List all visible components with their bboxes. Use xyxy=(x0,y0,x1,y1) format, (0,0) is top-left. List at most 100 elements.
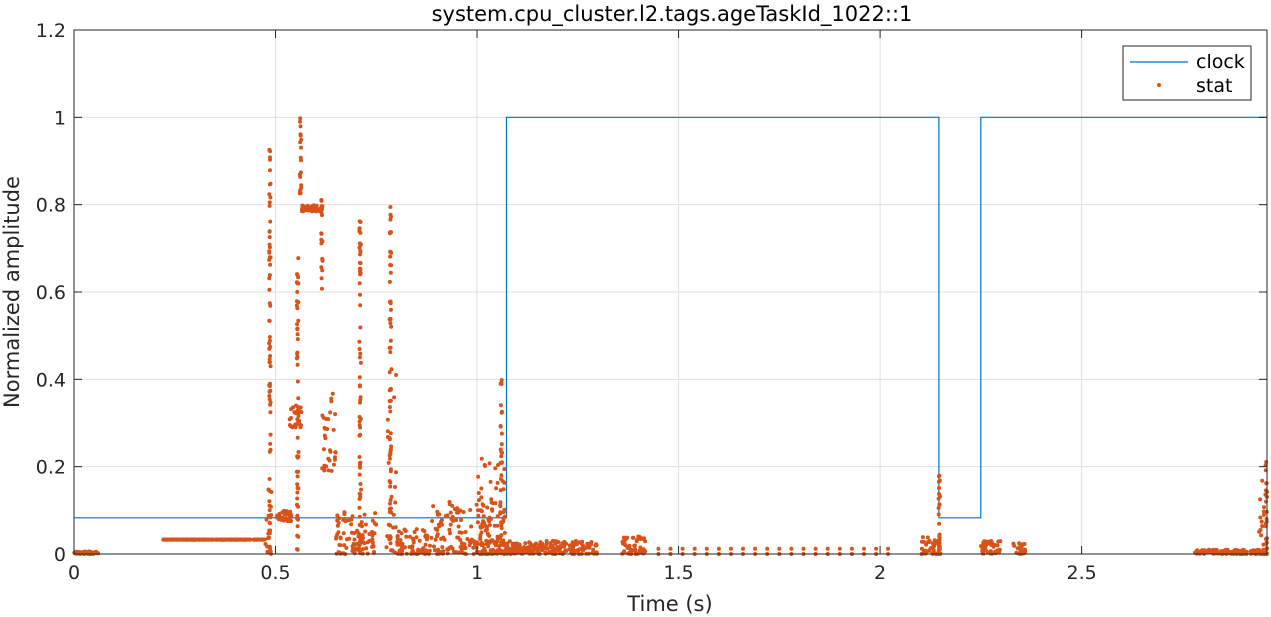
stat-point xyxy=(388,212,393,217)
stat-point xyxy=(298,140,303,145)
stat-point xyxy=(387,370,392,375)
stat-point xyxy=(471,545,476,550)
y-axis: 0 0.2 0.4 0.6 0.8 1 1.2 xyxy=(36,20,1267,566)
stat-point xyxy=(422,529,427,534)
stat-point xyxy=(268,528,273,533)
stat-point xyxy=(476,491,481,495)
stat-point xyxy=(364,546,369,551)
stat-point xyxy=(352,551,357,556)
stat-point xyxy=(388,498,393,502)
stat-point xyxy=(331,427,336,432)
stat-point xyxy=(295,362,300,367)
stat-point xyxy=(267,508,272,513)
stat-point xyxy=(333,412,338,417)
stat-point xyxy=(294,299,299,304)
stat-point xyxy=(267,357,272,362)
stat-point xyxy=(388,386,393,391)
stat-point xyxy=(1258,497,1263,502)
stat-point xyxy=(414,527,419,532)
stat-point xyxy=(388,523,393,528)
stat-point xyxy=(412,530,417,534)
stat-point xyxy=(268,364,273,369)
stat-point xyxy=(469,524,474,529)
stat-point xyxy=(296,469,301,474)
stat-point xyxy=(367,532,372,536)
stat-point xyxy=(268,388,273,393)
stat-point xyxy=(296,318,301,323)
stat-point xyxy=(394,470,398,475)
stat-point xyxy=(456,510,461,515)
stat-point xyxy=(268,402,273,407)
stat-point xyxy=(680,546,685,551)
stat-point xyxy=(357,226,362,231)
stat-point xyxy=(357,497,362,501)
stat-point xyxy=(459,541,464,546)
stat-point xyxy=(460,550,464,555)
stat-point xyxy=(1022,542,1027,546)
stat-point xyxy=(267,318,272,323)
stat-point xyxy=(490,507,494,512)
stat-point xyxy=(498,504,503,509)
stat-point xyxy=(354,541,359,546)
stat-point xyxy=(468,508,473,512)
stat-point xyxy=(353,547,358,552)
stat-point xyxy=(458,545,463,549)
clock-series xyxy=(74,116,1267,519)
stat-point xyxy=(491,547,495,552)
stat-point xyxy=(393,500,398,505)
stat-point xyxy=(499,533,504,538)
stat-point xyxy=(298,191,303,196)
stat-point xyxy=(298,124,303,129)
stat-point xyxy=(358,249,363,254)
stat-point xyxy=(499,431,504,436)
stat-point xyxy=(287,423,292,427)
stat-point xyxy=(358,325,363,330)
stat-point xyxy=(591,547,596,552)
stat-point xyxy=(430,519,435,523)
stat-point xyxy=(358,292,362,297)
stat-point xyxy=(295,326,300,331)
stat-point xyxy=(267,397,272,402)
stat-point xyxy=(295,281,300,286)
stat-point xyxy=(498,511,503,515)
stat-point xyxy=(267,255,272,260)
stat-point xyxy=(359,520,364,525)
stat-point xyxy=(837,546,842,551)
y-tick-label: 0.4 xyxy=(36,369,66,391)
stat-point xyxy=(454,550,459,555)
stat-point xyxy=(333,457,337,462)
stat-point xyxy=(620,539,625,544)
stat-point xyxy=(626,546,631,550)
stat-point xyxy=(279,516,284,521)
stat-point xyxy=(388,307,393,312)
stat-point xyxy=(777,546,782,551)
stat-point xyxy=(389,324,394,329)
stat-point xyxy=(355,528,360,533)
stat-point xyxy=(502,530,507,535)
stat-point xyxy=(263,542,268,546)
stat-point xyxy=(342,543,347,548)
stat-point xyxy=(421,549,426,554)
stat-point xyxy=(448,531,452,536)
stat-point xyxy=(352,537,357,542)
stat-point xyxy=(293,422,298,427)
stat-point xyxy=(373,511,378,516)
stat-point xyxy=(588,542,593,547)
stat-point xyxy=(388,321,393,326)
stat-point xyxy=(476,513,481,518)
stat-point xyxy=(387,399,392,404)
stat-point xyxy=(321,415,326,420)
stat-point xyxy=(295,337,300,342)
stat-point xyxy=(295,351,300,356)
stat-point xyxy=(298,174,303,179)
stat-point xyxy=(431,504,436,509)
stat-point xyxy=(436,549,441,554)
stat-point xyxy=(825,546,830,551)
stat-point xyxy=(295,482,300,487)
stat-point xyxy=(632,543,637,548)
stat-point xyxy=(442,537,447,542)
stat-point xyxy=(319,198,324,202)
stat-point xyxy=(388,345,393,350)
stat-point xyxy=(478,537,483,542)
stat-point xyxy=(252,537,257,542)
